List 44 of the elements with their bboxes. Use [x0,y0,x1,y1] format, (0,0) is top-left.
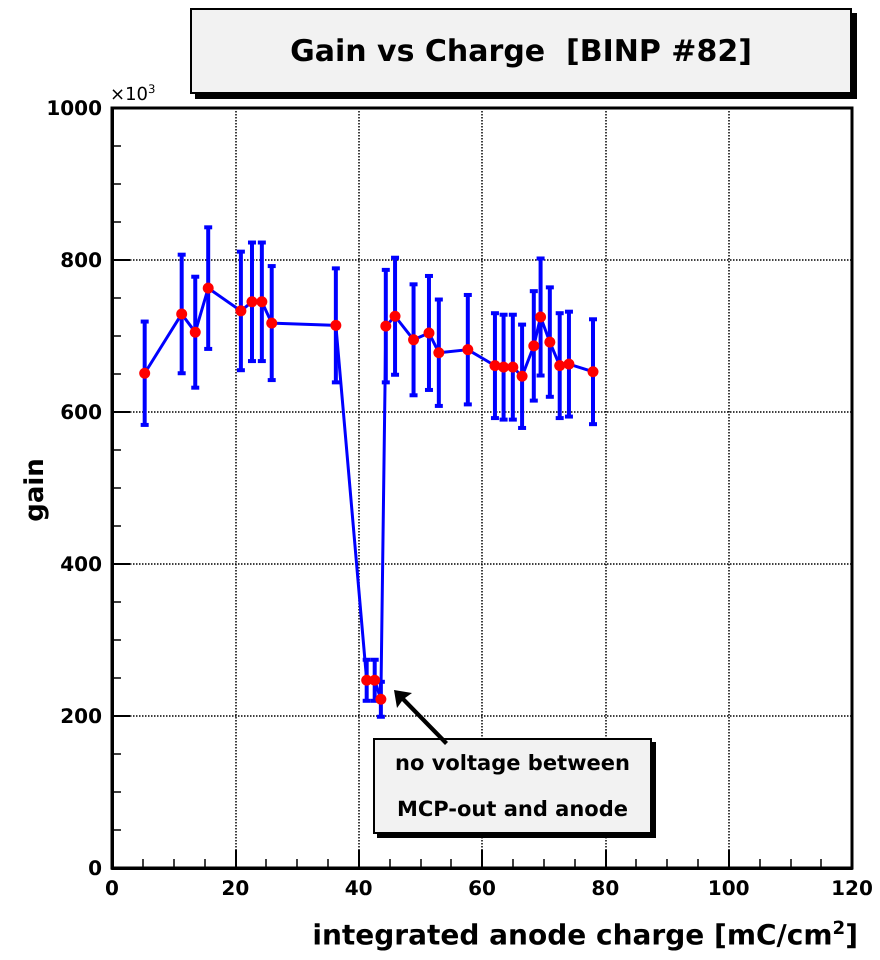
point [535,312,546,322]
x-tick-label: 20 [221,876,250,900]
point [380,320,392,332]
x-tick-label: 40 [344,876,373,900]
y-tick-label: 1000 [46,96,102,120]
point [498,362,510,373]
point [266,318,278,329]
point [433,347,444,358]
x-tick-label: 100 [708,876,750,900]
point [462,344,474,356]
annotation: no voltage between MCP-out and anode [373,738,652,834]
point [390,310,401,322]
point [423,327,434,338]
point [256,296,268,308]
point [544,336,556,348]
y-tick-label: 800 [60,248,102,272]
point [554,360,566,372]
point [330,320,342,331]
x-tick-label: 60 [468,876,496,900]
y-tick-label: 600 [60,400,102,424]
point [246,296,258,308]
point [408,334,420,346]
point [176,308,188,320]
text: ×10$^{3}$ [110,82,156,105]
point [507,362,518,373]
x-tick-label: 120 [831,876,873,900]
y-axis-title: gain [20,458,50,522]
point [588,366,598,378]
point [202,282,214,294]
point [516,370,528,382]
y-tick-label: 400 [60,552,102,576]
point [375,694,386,705]
x-axis-title: integrated anode charge [mC/cm$^{2}$] [312,918,858,952]
point [190,326,201,338]
point [528,340,540,352]
point [235,305,246,316]
x-tick-label: 80 [591,876,620,900]
point [369,674,380,686]
x-tick-label: 0 [105,876,119,900]
y-tick-label: 200 [60,704,102,728]
y-tick-label: 0 [88,856,102,880]
chart-title: Gain vs Charge [BINP #82] [190,8,852,94]
point [563,358,574,370]
point [139,368,150,379]
